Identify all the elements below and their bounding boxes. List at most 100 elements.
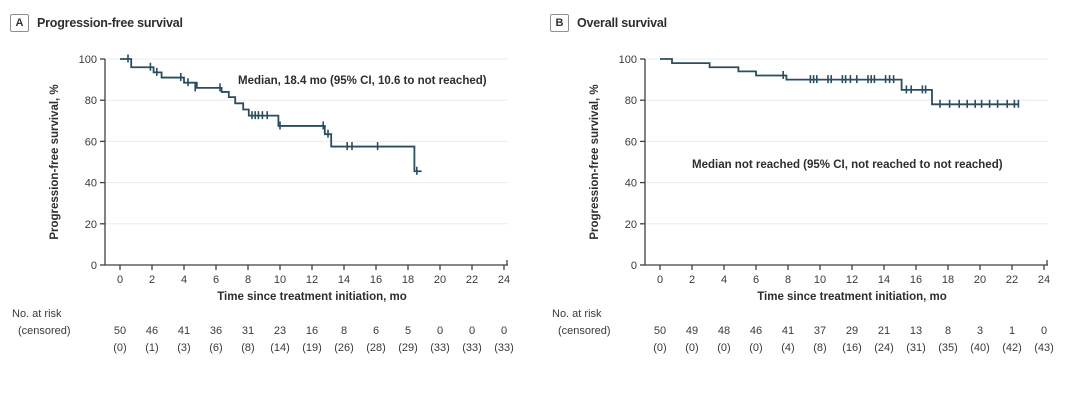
y-tick-label: 100	[79, 54, 97, 66]
censored-table-label: (censored)	[558, 325, 611, 337]
x-tick-label: 16	[370, 274, 382, 286]
censored-value: (35)	[938, 342, 958, 354]
x-tick-label: 6	[753, 274, 759, 286]
censored-value: (28)	[366, 342, 386, 354]
at-risk-value: 8	[945, 325, 951, 337]
x-tick-label: 0	[657, 274, 663, 286]
censored-value: (40)	[970, 342, 990, 354]
x-tick-label: 16	[910, 274, 922, 286]
panel-a-title: Progression-free survival	[37, 16, 183, 30]
axis-lines	[104, 59, 508, 266]
censored-value: (0)	[717, 342, 730, 354]
x-tick-label: 2	[149, 274, 155, 286]
x-tick-label: 24	[498, 274, 510, 286]
y-tick-label: 100	[619, 54, 637, 66]
censored-value: (6)	[209, 342, 222, 354]
at-risk-value: 37	[814, 325, 826, 337]
at-risk-value: 13	[910, 325, 922, 337]
censored-value: (8)	[813, 342, 826, 354]
censored-value: (3)	[177, 342, 190, 354]
at-risk-value: 21	[878, 325, 890, 337]
at-risk-value: 0	[469, 325, 475, 337]
censored-value: (42)	[1002, 342, 1022, 354]
censored-table-label: (censored)	[18, 325, 71, 337]
x-tick-label: 6	[213, 274, 219, 286]
y-tick-label: 40	[625, 178, 637, 190]
x-tick-label: 4	[181, 274, 187, 286]
x-tick-label: 8	[785, 274, 791, 286]
panel-b-title: Overall survival	[577, 16, 667, 30]
y-tick-label: 80	[85, 95, 97, 107]
x-tick-label: 14	[878, 274, 890, 286]
at-risk-value: 0	[501, 325, 507, 337]
y-tick-label: 60	[625, 136, 637, 148]
at-risk-value: 3	[977, 325, 983, 337]
x-tick-label: 10	[274, 274, 286, 286]
y-axis-title: Progression-free survival, %	[589, 84, 601, 239]
at-risk-value: 5	[405, 325, 411, 337]
at-risk-value: 50	[114, 325, 126, 337]
risk-table-label: No. at risk	[552, 308, 602, 320]
y-tick-label: 20	[625, 219, 637, 231]
x-tick-label: 18	[942, 274, 954, 286]
survival-curve	[660, 58, 1020, 106]
survival-curve	[120, 58, 422, 173]
y-tick-label: 60	[85, 136, 97, 148]
censored-value: (26)	[334, 342, 354, 354]
x-axis-title: Time since treatment initiation, mo	[217, 291, 407, 303]
x-tick-label: 20	[974, 274, 986, 286]
at-risk-value: 0	[437, 325, 443, 337]
at-risk-value: 48	[718, 325, 730, 337]
panel-a-header: A Progression-free survival	[10, 13, 183, 33]
y-tick-label: 80	[625, 95, 637, 107]
censored-value: (31)	[906, 342, 926, 354]
panel-b-header: B Overall survival	[550, 13, 667, 33]
at-risk-value: 1	[1009, 325, 1015, 337]
at-risk-value: 0	[1041, 325, 1047, 337]
x-axis-title: Time since treatment initiation, mo	[757, 291, 947, 303]
y-tick-label: 40	[85, 178, 97, 190]
y-tick-label: 0	[91, 260, 97, 272]
at-risk-value: 16	[306, 325, 318, 337]
at-risk-value: 31	[242, 325, 254, 337]
at-risk-value: 29	[846, 325, 858, 337]
x-tick-label: 22	[1006, 274, 1018, 286]
censored-value: (8)	[241, 342, 254, 354]
censored-value: (33)	[462, 342, 482, 354]
censored-value: (4)	[781, 342, 794, 354]
x-tick-label: 24	[1038, 274, 1050, 286]
x-tick-label: 8	[245, 274, 251, 286]
x-tick-label: 18	[402, 274, 414, 286]
risk-table-label: No. at risk	[12, 308, 62, 320]
censored-value: (1)	[145, 342, 158, 354]
censored-value: (33)	[430, 342, 450, 354]
at-risk-value: 41	[178, 325, 190, 337]
x-tick-label: 12	[306, 274, 318, 286]
median-annotation: Median not reached (95% CI, not reached …	[692, 159, 1003, 171]
at-risk-value: 41	[782, 325, 794, 337]
at-risk-value: 46	[750, 325, 762, 337]
at-risk-value: 6	[373, 325, 379, 337]
censored-value: (14)	[270, 342, 290, 354]
x-tick-label: 22	[466, 274, 478, 286]
censored-value: (24)	[874, 342, 894, 354]
panel-b-label-box: B	[550, 14, 569, 32]
censored-value: (0)	[653, 342, 666, 354]
at-risk-value: 50	[654, 325, 666, 337]
x-tick-label: 2	[689, 274, 695, 286]
panel-a-label-box: A	[10, 14, 29, 32]
censored-value: (16)	[842, 342, 862, 354]
at-risk-value: 46	[146, 325, 158, 337]
censored-value: (19)	[302, 342, 322, 354]
censored-value: (0)	[685, 342, 698, 354]
at-risk-value: 8	[341, 325, 347, 337]
x-tick-label: 0	[117, 274, 123, 286]
x-tick-label: 14	[338, 274, 350, 286]
x-tick-label: 10	[814, 274, 826, 286]
at-risk-value: 49	[686, 325, 698, 337]
y-tick-label: 0	[631, 260, 637, 272]
x-tick-label: 20	[434, 274, 446, 286]
censored-value: (43)	[1034, 342, 1054, 354]
